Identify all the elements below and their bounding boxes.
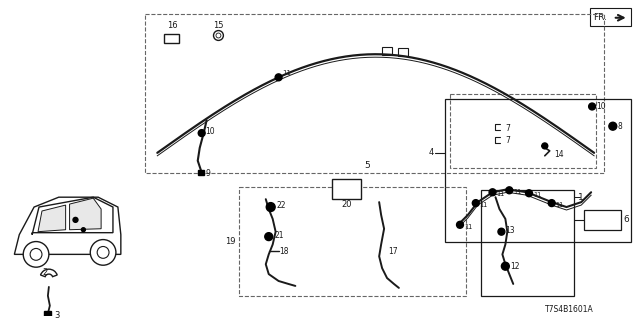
Circle shape bbox=[73, 217, 78, 222]
Text: 21: 21 bbox=[275, 231, 284, 240]
Bar bbox=[450, 94, 596, 168]
Text: 16: 16 bbox=[167, 21, 177, 30]
Text: 20: 20 bbox=[341, 200, 352, 209]
Bar bbox=[239, 187, 466, 296]
Wedge shape bbox=[40, 269, 57, 277]
Text: 11: 11 bbox=[513, 189, 522, 195]
Circle shape bbox=[501, 262, 509, 270]
Text: 10: 10 bbox=[205, 127, 215, 136]
Text: 7: 7 bbox=[506, 137, 510, 146]
Text: 11: 11 bbox=[464, 224, 472, 230]
Text: 11: 11 bbox=[480, 202, 488, 208]
Circle shape bbox=[275, 74, 282, 81]
Circle shape bbox=[498, 228, 505, 235]
Circle shape bbox=[525, 190, 532, 197]
Text: 13: 13 bbox=[506, 226, 515, 235]
Text: 6: 6 bbox=[623, 215, 629, 224]
Circle shape bbox=[90, 240, 116, 265]
Circle shape bbox=[30, 248, 42, 260]
Text: 12: 12 bbox=[510, 262, 520, 271]
Text: 10: 10 bbox=[596, 102, 605, 111]
Text: 11: 11 bbox=[497, 191, 505, 197]
Text: 3: 3 bbox=[54, 311, 59, 320]
Circle shape bbox=[97, 246, 109, 258]
Bar bbox=[145, 14, 604, 172]
Text: 15: 15 bbox=[213, 21, 224, 30]
Text: 11: 11 bbox=[556, 202, 564, 208]
Text: 22: 22 bbox=[276, 201, 286, 210]
Bar bbox=[584, 210, 621, 230]
Text: 2: 2 bbox=[42, 268, 47, 276]
Text: 1: 1 bbox=[579, 193, 584, 202]
Text: 5: 5 bbox=[364, 161, 370, 170]
Circle shape bbox=[456, 221, 463, 228]
Bar bbox=[44, 311, 51, 316]
Circle shape bbox=[23, 242, 49, 267]
Text: 7: 7 bbox=[506, 124, 510, 133]
Circle shape bbox=[506, 187, 513, 194]
Text: FR.: FR. bbox=[593, 13, 607, 22]
Bar bbox=[198, 170, 204, 175]
Text: 11: 11 bbox=[533, 192, 541, 198]
Text: 8: 8 bbox=[618, 122, 623, 131]
Circle shape bbox=[609, 122, 617, 130]
Bar bbox=[398, 48, 408, 56]
Bar bbox=[382, 47, 392, 54]
Text: 19: 19 bbox=[225, 237, 236, 246]
Text: 17: 17 bbox=[388, 247, 397, 256]
Text: 9: 9 bbox=[205, 169, 211, 178]
FancyBboxPatch shape bbox=[332, 180, 362, 199]
Circle shape bbox=[542, 143, 548, 149]
Circle shape bbox=[472, 200, 479, 206]
Circle shape bbox=[266, 203, 275, 212]
Circle shape bbox=[214, 31, 223, 40]
Text: 18: 18 bbox=[280, 247, 289, 256]
Polygon shape bbox=[70, 198, 101, 230]
Circle shape bbox=[548, 200, 555, 206]
Text: 4: 4 bbox=[428, 148, 433, 157]
Circle shape bbox=[589, 103, 596, 110]
Polygon shape bbox=[38, 205, 66, 232]
Bar bbox=[164, 34, 179, 44]
Polygon shape bbox=[32, 197, 113, 235]
Text: 14: 14 bbox=[555, 150, 564, 159]
Text: T7S4B1601A: T7S4B1601A bbox=[545, 305, 593, 314]
Circle shape bbox=[265, 233, 273, 241]
Circle shape bbox=[198, 130, 205, 137]
Bar bbox=[590, 8, 630, 26]
Polygon shape bbox=[14, 197, 121, 254]
Circle shape bbox=[81, 228, 85, 232]
Circle shape bbox=[216, 33, 221, 38]
Bar bbox=[481, 190, 574, 296]
Text: 11: 11 bbox=[282, 70, 292, 76]
Bar bbox=[445, 99, 630, 242]
Circle shape bbox=[489, 189, 496, 196]
